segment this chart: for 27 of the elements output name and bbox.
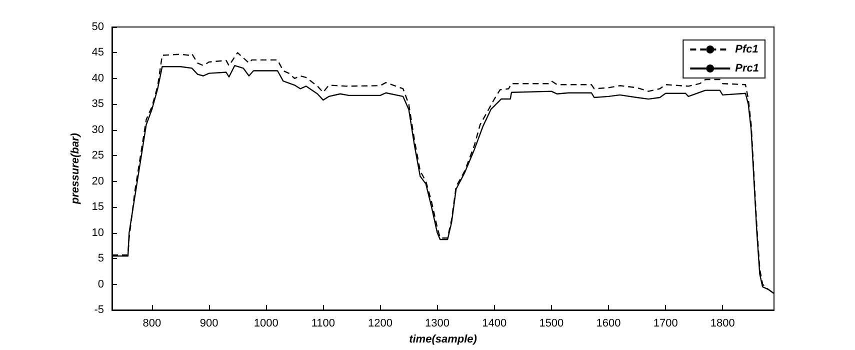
- x-tick-label: 1200: [368, 318, 392, 330]
- y-tick-label: 10: [92, 226, 104, 239]
- x-tick-label: 1600: [596, 318, 621, 330]
- x-tick-label: 1400: [482, 318, 507, 330]
- y-tick-label: 5: [98, 252, 104, 265]
- x-tick-label: 1000: [254, 318, 278, 330]
- x-tick-label: 800: [142, 318, 162, 330]
- x-tick-label: 1100: [311, 318, 335, 330]
- x-tick-label: 1700: [653, 318, 678, 330]
- y-tick-label: 40: [92, 72, 104, 84]
- x-tick-label: 1300: [425, 318, 450, 330]
- y-tick-label: 50: [92, 21, 104, 33]
- x-tick-label: 1800: [710, 318, 735, 330]
- y-tick-label: 30: [92, 124, 104, 136]
- y-tick-label: 15: [92, 201, 104, 214]
- y-tick-label: -5: [94, 304, 104, 316]
- x-axis-title: time(sample): [409, 334, 478, 346]
- legend-label: Pfc1: [735, 44, 758, 56]
- y-tick-label: 0: [98, 278, 104, 290]
- y-tick-label: 25: [92, 150, 104, 162]
- y-tick-label: 45: [92, 46, 104, 59]
- legend-label: Prc1: [735, 62, 760, 74]
- y-tick-label: 20: [92, 175, 104, 188]
- x-tick-label: 1500: [539, 318, 564, 330]
- y-tick-label: 35: [92, 98, 104, 110]
- y-axis-title: pressure(bar): [69, 132, 82, 205]
- x-tick-label: 900: [200, 318, 218, 330]
